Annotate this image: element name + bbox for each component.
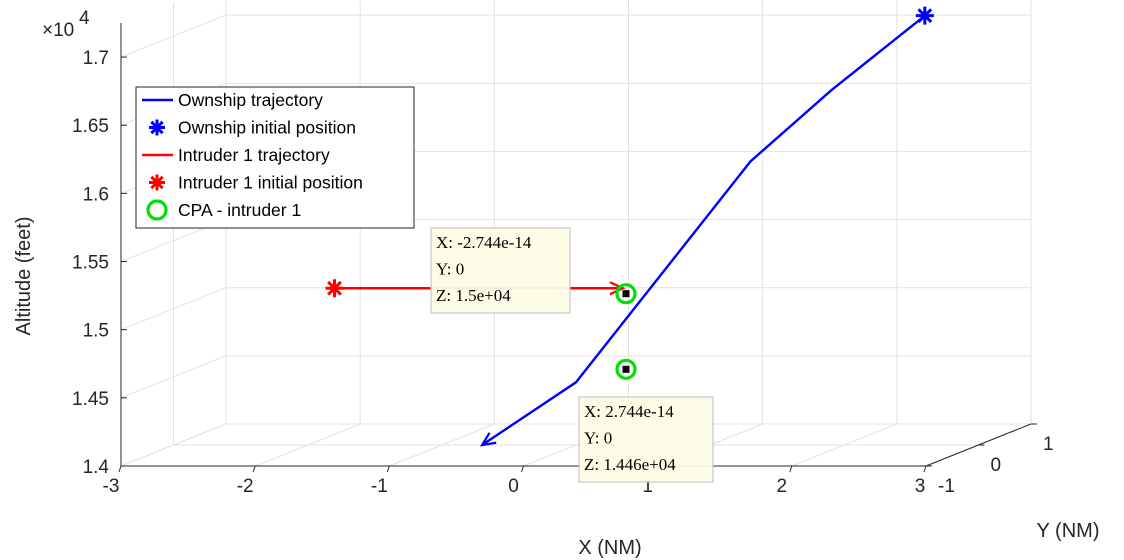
axes — [118, 23, 1037, 473]
datatip-line: Y: 0 — [436, 260, 464, 279]
datatip-line: X: 2.744e-14 — [584, 402, 674, 421]
datatip-line: X: -2.744e-14 — [436, 233, 532, 252]
z-multiplier-base: ×10 — [42, 20, 74, 41]
x-tick-mark — [521, 465, 524, 473]
x-tick-mark — [923, 465, 927, 473]
datatip-anchor — [622, 365, 630, 373]
legend-label: Ownship trajectory — [178, 90, 323, 110]
legend-label: Intruder 1 initial position — [178, 173, 363, 193]
cpa-marker — [615, 358, 637, 380]
datatip-anchor — [622, 290, 630, 298]
x-tick-label: 3 — [915, 476, 926, 497]
trajectory-arrowhead — [609, 281, 626, 296]
y-tick-label: -1 — [938, 476, 955, 497]
x-tick-label: -3 — [103, 476, 120, 497]
legend-item: Intruder 1 trajectory — [142, 145, 330, 165]
data-series — [334, 14, 926, 447]
x-tick-label: 1 — [642, 476, 653, 497]
intruder-1-initial-position-marker — [325, 279, 344, 298]
z-tick-label: 1.7 — [83, 48, 109, 69]
z-multiplier-exponent: 4 — [79, 8, 90, 29]
x-tick-mark — [118, 465, 122, 473]
x-tick-label: 2 — [777, 476, 788, 497]
z-tick-label: 1.65 — [72, 116, 109, 137]
data-markers — [325, 6, 934, 380]
legend: Ownship trajectory Ownship initial positi… — [135, 86, 415, 229]
z-tick-label: 1.4 — [83, 457, 110, 478]
legend-asterisk-swatch — [149, 119, 165, 136]
z-tick-label: 1.55 — [72, 253, 109, 274]
legend-box — [135, 86, 415, 229]
legend-item: Intruder 1 initial position — [149, 173, 363, 193]
legend-item: Ownship initial position — [149, 118, 356, 138]
z-tick-label: 1.6 — [83, 184, 109, 205]
grid-line-side-z — [120, 14, 227, 58]
x-tick-mark — [789, 465, 793, 473]
z-tick-label: 1.45 — [72, 389, 109, 410]
z-axis-multiplier: ×10 4 — [42, 8, 90, 41]
x-tick-label: -2 — [237, 476, 254, 497]
legend-label: Ownship initial position — [178, 118, 356, 138]
datatip: X: 2.744e-14 Y: 0 Z: 1.446e+04 — [578, 396, 714, 483]
x-tick-mark — [386, 465, 390, 473]
y-tick-label: 0 — [991, 455, 1002, 476]
ownship-initial-position-marker — [915, 6, 934, 25]
x-tick-label: 0 — [508, 476, 519, 497]
tick-labels: -3 -2 -1 0 1 2 3 -1 0 1 1.4 1.45 1.5 1.55 1.6 1.65 1.7 — [72, 48, 1054, 497]
legend-label: CPA - intruder 1 — [178, 200, 301, 220]
legend-asterisk-swatch — [149, 174, 165, 191]
ownship-trajectory-line — [481, 14, 926, 446]
grid-line-side-z — [120, 287, 227, 331]
cpa-marker — [615, 283, 637, 305]
trajectory-arrowhead — [479, 432, 497, 447]
y-axis-label: Y (NM) — [1037, 520, 1100, 542]
datatip-line: Y: 0 — [584, 429, 612, 448]
datatip-line: Z: 1.5e+04 — [436, 286, 511, 305]
grid-line-side-z — [120, 355, 227, 399]
z-tick-label: 1.5 — [83, 321, 109, 342]
y-tick-label: 1 — [1043, 434, 1054, 455]
x-axis-label: X (NM) — [578, 537, 641, 559]
legend-item: CPA - intruder 1 — [146, 199, 301, 221]
z-axis-label: Altitude (feet) — [13, 217, 35, 336]
datatip: X: -2.744e-14 Y: 0 Z: 1.5e+04 — [430, 227, 571, 314]
x-tick-mark — [252, 465, 256, 473]
datatips: X: -2.744e-14 Y: 0 Z: 1.5e+04 X: 2.744e-14 Y… — [430, 227, 714, 483]
legend-label: Intruder 1 trajectory — [178, 145, 330, 165]
legend-item: Ownship trajectory — [142, 90, 323, 110]
legend-circle-swatch — [146, 199, 168, 221]
x-tick-label: -1 — [371, 476, 388, 497]
grid-lines — [120, 0, 1032, 467]
datatip-line: Z: 1.446e+04 — [584, 455, 676, 474]
